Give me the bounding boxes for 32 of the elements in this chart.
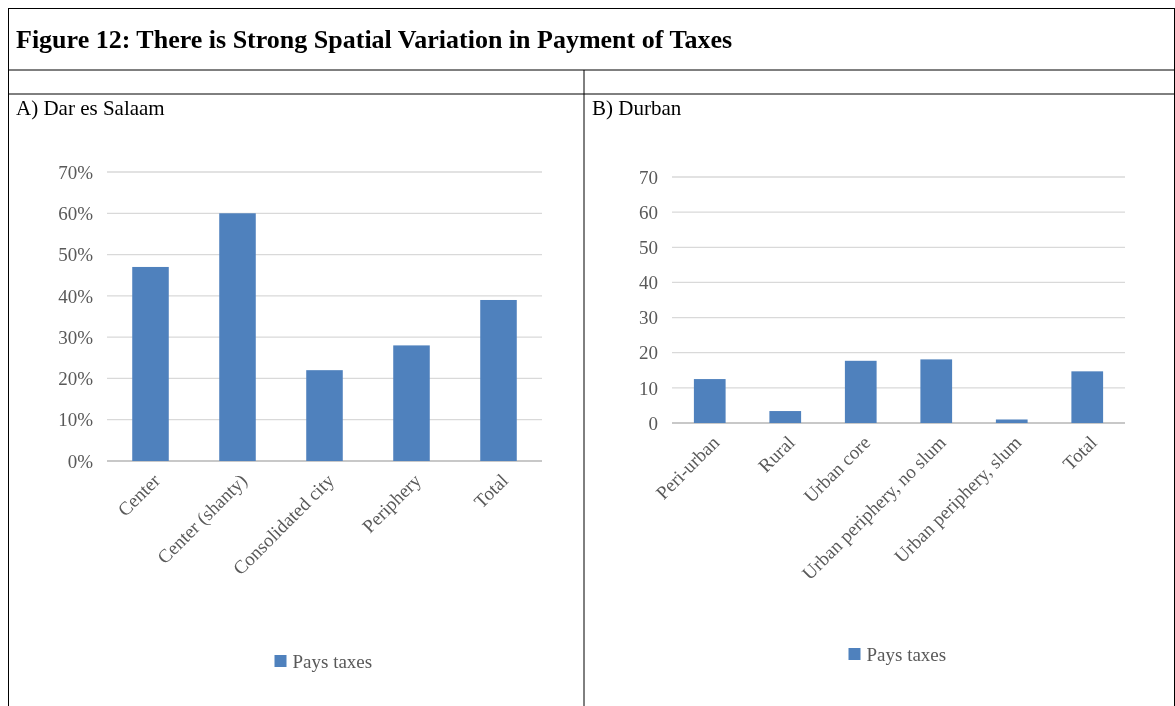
y-tick-label: 0% [67,450,94,472]
bar [693,379,726,423]
bar [480,299,517,461]
bar [393,345,430,461]
y-tick-label: 20 [639,342,658,364]
bar [219,213,256,461]
legend-label: Pays taxes [866,643,947,665]
legend-label: Pays taxes [292,650,373,672]
bar [1071,371,1104,423]
chart-title: A) Dar es Salaam [16,96,165,120]
y-tick-label: 60% [58,202,94,224]
bar [920,359,953,423]
y-tick-label: 0 [648,412,658,434]
y-tick-label: 50 [639,236,658,258]
y-tick-label: 60 [639,201,658,223]
y-tick-label: 30% [58,326,94,348]
y-tick-label: 30 [639,307,658,329]
chart-title: B) Durban [592,96,682,120]
y-tick-label: 40 [639,272,658,294]
y-tick-label: 40% [58,285,94,307]
bar [306,370,343,461]
bar [995,419,1028,423]
caption: Figure 12: There is Strong Spatial Variation in Payment of Taxes [16,25,733,54]
y-tick-label: 70% [58,161,94,183]
y-tick-label: 70 [639,166,658,188]
y-tick-label: 20% [58,368,94,390]
y-tick-label: 10 [639,377,658,399]
bar [132,266,169,461]
y-tick-label: 10% [58,409,94,431]
bar [844,360,877,423]
y-tick-label: 50% [58,244,94,266]
bar [769,411,802,423]
